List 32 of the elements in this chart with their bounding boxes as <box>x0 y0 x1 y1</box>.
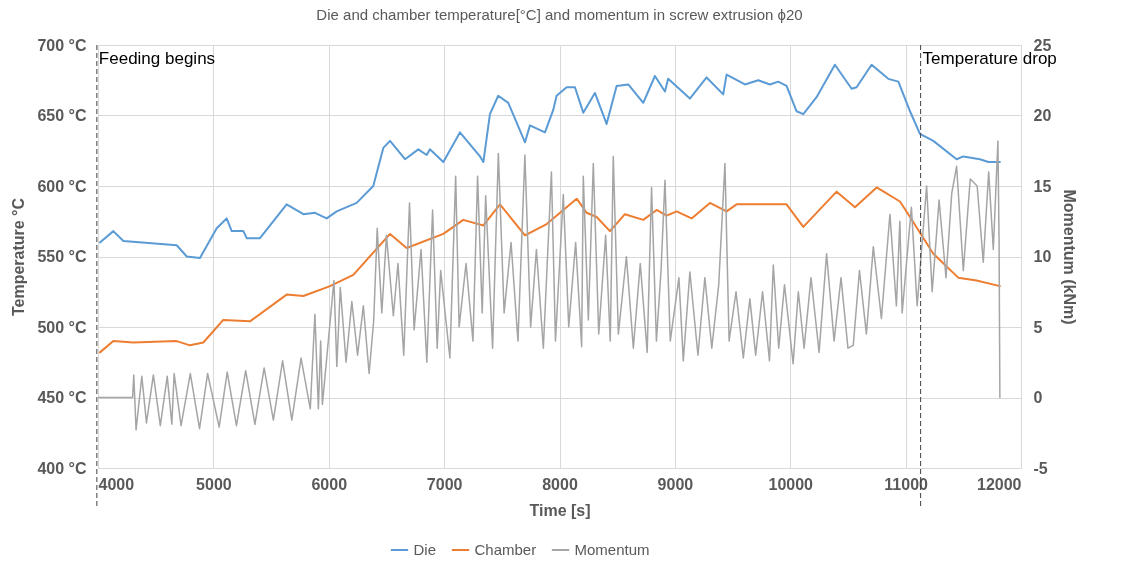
y2-tick-label: 15 <box>1033 177 1052 195</box>
legend-label: Momentum <box>574 541 650 558</box>
y-tick-label: 650 °C <box>37 107 87 124</box>
y2-tick-label: 5 <box>1033 318 1043 336</box>
x-tick-label: 9000 <box>657 475 694 493</box>
x-tick-label: 7000 <box>426 475 463 493</box>
x-tick-label: 8000 <box>542 475 578 493</box>
y-axis-title: Temperature °C <box>10 197 28 317</box>
y2-tick-label: 20 <box>1033 107 1052 124</box>
ref-line-label: Feeding begins <box>98 49 216 68</box>
x-axis-title: Time [s] <box>529 501 591 519</box>
y-tick-label: 550 °C <box>37 248 87 265</box>
y-tick-label: 500 °C <box>37 318 87 336</box>
y-tick-label: 700 °C <box>37 36 87 54</box>
x-tick-label: 4000 <box>98 475 135 493</box>
x-tick-label: 11000 <box>884 475 929 493</box>
y2-tick-label: 10 <box>1033 248 1052 265</box>
y2-tick-label: 0 <box>1033 389 1043 406</box>
x-tick-label: 10000 <box>768 475 814 493</box>
x-tick-label: 6000 <box>311 475 348 493</box>
legend-label: Chamber <box>474 541 537 558</box>
x-tick-label: 5000 <box>196 475 232 493</box>
y2-axis-title: Momentum (kNm) <box>1061 189 1079 325</box>
y-tick-label: 450 °C <box>37 389 87 406</box>
chart-title: Die and chamber temperature[°C] and momentum in screw extrusion ϕ20 <box>316 6 803 23</box>
y2-tick-label: -5 <box>1033 459 1048 477</box>
y-tick-label: 400 °C <box>37 459 87 477</box>
line-series <box>98 140 1001 431</box>
x-tick-label: 12000 <box>977 475 1022 493</box>
legend-label: Die <box>413 541 437 558</box>
y-tick-label: 600 °C <box>37 177 87 195</box>
line-series <box>98 186 1001 354</box>
